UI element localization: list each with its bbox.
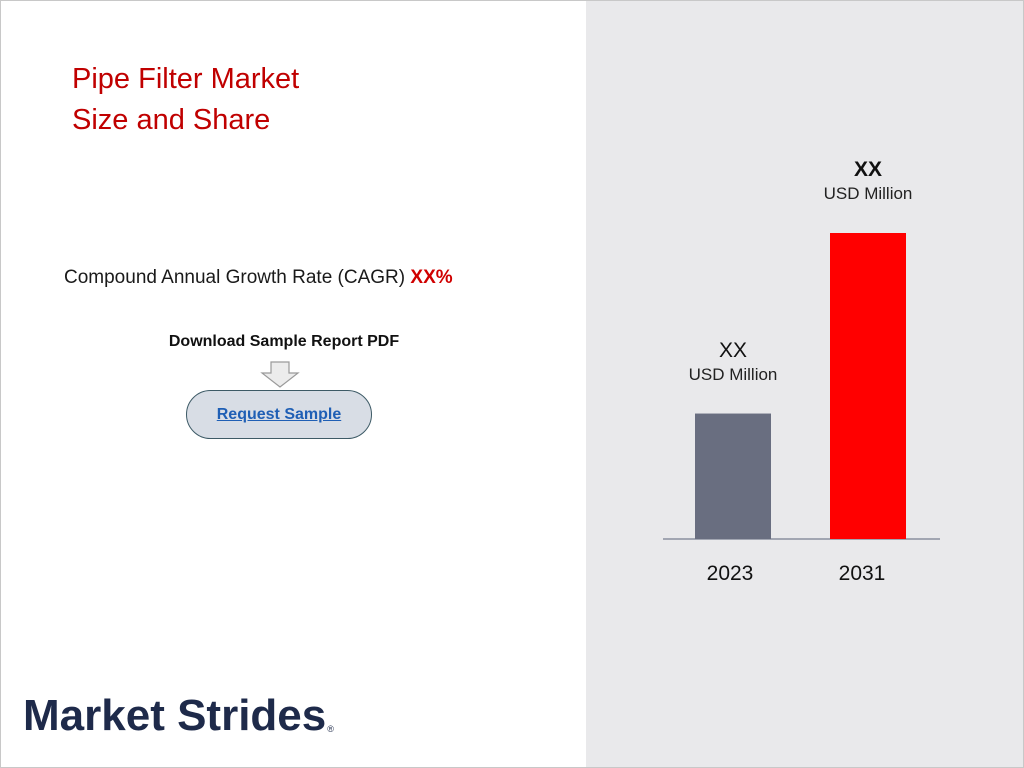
down-arrow-icon — [260, 361, 300, 388]
x-tick-label-2023: 2023 — [706, 562, 754, 585]
page-title: Pipe Filter Market Size and Share — [72, 59, 492, 141]
title-line-2: Size and Share — [72, 104, 271, 136]
logo-text: Market Strides — [23, 691, 327, 740]
cagr-text: Compound Annual Growth Rate (CAGR) XX% — [64, 267, 453, 289]
data-label-value: XX — [853, 158, 882, 181]
x-tick-label-2031: 2031 — [838, 562, 886, 585]
data-label-unit: USD Million — [688, 364, 778, 384]
cagr-label: Compound Annual Growth Rate (CAGR) — [64, 267, 411, 288]
cagr-value: XX% — [410, 267, 453, 288]
data-label-2031: XX USD Million — [788, 157, 948, 205]
request-sample-button[interactable]: Request Sample — [186, 390, 372, 439]
data-label-unit: USD Million — [823, 184, 913, 203]
data-label-value: XX — [718, 338, 747, 362]
download-sample-label: Download Sample Report PDF — [168, 333, 400, 350]
market-strides-logo: Market Strides® — [23, 691, 334, 741]
title-line-1: Pipe Filter Market — [72, 63, 300, 95]
data-label-2023: XX USD Million — [653, 338, 813, 386]
request-sample-link[interactable]: Request Sample — [216, 405, 342, 423]
chart-panel — [586, 1, 1023, 767]
registered-mark: ® — [327, 724, 334, 734]
